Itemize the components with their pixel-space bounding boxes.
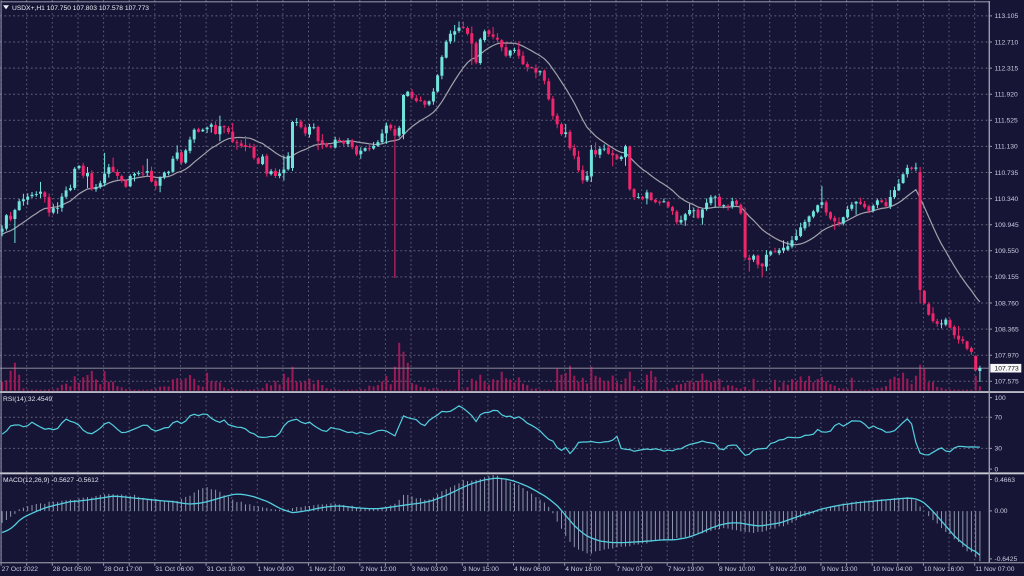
svg-text:110.340: 110.340 — [995, 196, 1019, 203]
svg-text:9 Nov 13:00: 9 Nov 13:00 — [821, 566, 857, 573]
svg-text:109.155: 109.155 — [995, 274, 1019, 281]
svg-text:110.735: 110.735 — [995, 170, 1019, 177]
svg-text:108.760: 108.760 — [995, 300, 1019, 307]
svg-text:108.365: 108.365 — [995, 326, 1019, 333]
svg-text:4 Nov 06:00: 4 Nov 06:00 — [514, 566, 550, 573]
svg-text:4 Nov 18:00: 4 Nov 18:00 — [565, 566, 601, 573]
svg-text:USDX+,H1 107.750 107.803 107.: USDX+,H1 107.750 107.803 107.578 107.773 — [12, 5, 149, 12]
svg-text:111.920: 111.920 — [995, 92, 1018, 99]
svg-text:113.105: 113.105 — [995, 13, 1019, 20]
svg-text:0.00: 0.00 — [995, 508, 1008, 515]
svg-text:1 Nov 09:00: 1 Nov 09:00 — [258, 566, 294, 573]
svg-text:RSI(14) 32.4549: RSI(14) 32.4549 — [3, 396, 52, 403]
svg-text:11 Nov 07:00: 11 Nov 07:00 — [975, 566, 1015, 573]
svg-text:111.525: 111.525 — [995, 118, 1018, 125]
svg-text:31 Oct 06:00: 31 Oct 06:00 — [155, 566, 194, 573]
svg-text:70: 70 — [995, 415, 1003, 422]
svg-text:28 Oct 17:00: 28 Oct 17:00 — [104, 566, 143, 573]
svg-text:107.970: 107.970 — [995, 353, 1019, 360]
svg-text:MACD(12,26,9) -0.5627 -0.5612: MACD(12,26,9) -0.5627 -0.5612 — [3, 477, 99, 484]
svg-text:7 Nov 07:00: 7 Nov 07:00 — [617, 566, 653, 573]
svg-text:10 Nov 04:00: 10 Nov 04:00 — [873, 566, 913, 573]
svg-text:109.550: 109.550 — [995, 248, 1019, 255]
svg-text:109.945: 109.945 — [995, 222, 1019, 229]
svg-text:3 Nov 03:00: 3 Nov 03:00 — [412, 566, 448, 573]
svg-text:3 Nov 15:00: 3 Nov 15:00 — [463, 566, 499, 573]
svg-text:-0.6425: -0.6425 — [995, 556, 1018, 563]
svg-text:111.130: 111.130 — [995, 144, 1018, 151]
svg-text:27 Oct 2022: 27 Oct 2022 — [2, 566, 39, 573]
svg-text:100: 100 — [995, 395, 1006, 402]
svg-text:112.710: 112.710 — [995, 39, 1019, 46]
svg-text:0: 0 — [995, 466, 999, 473]
svg-text:0.4663: 0.4663 — [995, 477, 1016, 484]
svg-text:7 Nov 19:00: 7 Nov 19:00 — [668, 566, 704, 573]
svg-text:2 Nov 12:00: 2 Nov 12:00 — [360, 566, 396, 573]
svg-text:8 Nov 22:00: 8 Nov 22:00 — [770, 566, 806, 573]
svg-text:1 Nov 21:00: 1 Nov 21:00 — [309, 566, 345, 573]
svg-text:107.773: 107.773 — [995, 366, 1019, 373]
svg-text:10 Nov 16:00: 10 Nov 16:00 — [924, 566, 964, 573]
svg-text:8 Nov 10:00: 8 Nov 10:00 — [719, 566, 755, 573]
svg-text:107.575: 107.575 — [995, 379, 1019, 386]
svg-text:30: 30 — [995, 446, 1003, 453]
svg-text:28 Oct 05:00: 28 Oct 05:00 — [53, 566, 92, 573]
svg-text:31 Oct 18:00: 31 Oct 18:00 — [207, 566, 246, 573]
svg-text:112.315: 112.315 — [995, 65, 1019, 72]
